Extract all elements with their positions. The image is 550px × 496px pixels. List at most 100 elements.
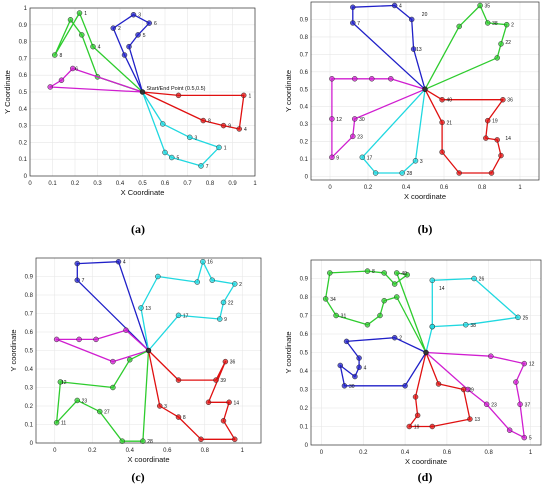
route-point [439,149,445,155]
y-tick-label: 0.3 [25,386,34,392]
route-point [47,84,53,90]
y-axis-label: Y Coordinate [3,70,12,114]
x-tick-label: 1 [518,185,522,191]
route-point [435,381,442,387]
y-tick-label: 0.8 [25,293,34,299]
node-label: 17 [367,155,373,161]
route-point [76,336,82,343]
x-tick-label: 0.7 [183,181,192,187]
x-axis-label: X coordinate [127,455,169,464]
route-point [500,96,506,103]
route-point [372,170,379,176]
node-label: 1 [224,145,227,151]
node-label: 13 [145,306,151,312]
node-label: 8 [60,53,63,59]
route-point [391,281,398,287]
y-tick-label: 0.4 [300,369,309,375]
y-tick-label: 0.8 [19,40,28,46]
route-point [467,416,473,422]
x-axis-label: X coordinate [405,457,447,466]
route-point [351,116,358,122]
route-point [404,272,410,278]
node-label: 28 [147,439,153,445]
x-tick-label: 1 [241,448,245,454]
y-tick-label: 0.6 [300,70,309,76]
chart-svg-c: 0 0.2 0.4 0.6 0.8 1 0 0.1 0.2 0.3 0.4 0.5 0.6 0.7 0.8 0… [9,257,262,464]
route-point [393,294,400,300]
route-point [146,20,152,26]
node-label: 9 [336,155,339,161]
node-label: 30 [359,117,365,123]
x-tick-label: 0 [53,448,57,454]
route-point [356,355,362,361]
x-tick-label: 0.4 [402,185,411,191]
route-line [331,78,426,158]
y-axis-label: Y coordinate [284,70,293,112]
route-point [119,438,125,444]
y-tick-label: 0.9 [25,275,34,281]
route-point [162,149,168,156]
node-label: 40 [401,271,407,277]
route-point [322,296,329,302]
route-point [226,399,232,406]
node-label: 37 [525,402,531,408]
route-point [439,96,445,103]
x-tick-label: 0.2 [88,448,97,454]
x-tick-label: 0.8 [485,450,494,456]
y-tick-label: 0.4 [300,105,309,111]
node-label: 5 [177,156,180,162]
node-label: 23 [491,402,497,408]
route-point [74,277,80,283]
route-point [175,312,182,319]
route-point [364,322,371,328]
depot-point [422,86,428,92]
route-point [110,384,116,391]
route-point [506,427,513,433]
route-point [477,2,483,9]
chart-svg-d: 0 0.2 0.4 0.6 0.8 1 0 0.1 0.2 0.3 0.4 0.5 0.6 0.7 0.8 0… [284,259,542,466]
route-point [70,65,76,72]
x-tick-label: 0.4 [401,450,410,456]
route-point [187,134,193,141]
caption-a: (a) [131,222,145,236]
route-point [110,358,116,365]
node-label: 13 [416,47,422,53]
route-point [123,327,129,333]
node-label: 28 [407,171,413,177]
route-point [53,336,60,343]
x-tick-label: 0 [328,185,332,191]
route-point [484,117,491,124]
y-tick-label: 0.5 [19,90,28,96]
x-tick-label: 0.8 [201,448,210,454]
node-label: 29 [468,388,474,394]
y-tick-label: 0.4 [19,107,28,113]
route-point [350,133,356,140]
route-point [93,336,99,343]
route-line [361,88,426,174]
route-point [135,32,141,38]
node-label: 12 [61,380,67,386]
caption-c: (c) [131,470,145,484]
route-point [217,316,223,322]
node-label: 3 [164,404,167,410]
route-point [232,436,238,443]
y-tick-label: 0.1 [300,425,309,431]
route-point [220,418,227,424]
route-point [503,21,510,28]
node-label: 4 [364,365,367,371]
route-point [377,312,383,319]
route-point [127,357,133,363]
node-label: 5 [143,33,146,39]
route-point [198,436,204,443]
node-label: 23 [82,398,88,404]
route-point [356,364,362,371]
route-point [364,268,371,274]
node-label: 14 [234,400,240,406]
node-label: 3 [195,135,198,141]
chart-panel-c: 0 0.2 0.4 0.6 0.8 1 0 0.1 0.2 0.3 0.4 0.5 0.6 0.7 0.8 0… [0,248,275,475]
x-tick-label: 0.9 [228,181,237,187]
node-label: 19 [414,425,420,431]
route-point [209,277,215,283]
route-point [200,117,206,124]
route-point [352,373,358,380]
